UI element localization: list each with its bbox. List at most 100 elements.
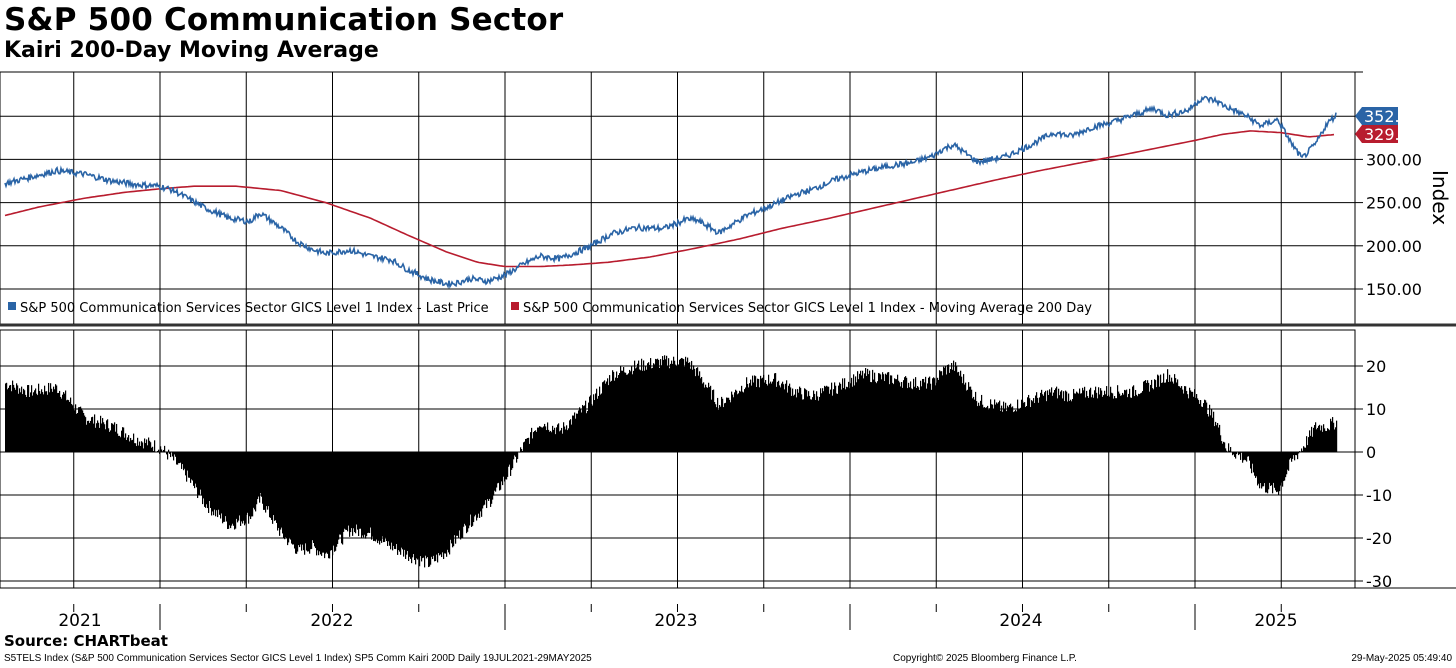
kairi-bar xyxy=(1078,393,1080,452)
kairi-bar xyxy=(1109,396,1111,452)
kairi-bar xyxy=(428,452,430,568)
kairi-bar xyxy=(478,452,480,514)
kairi-bar xyxy=(930,383,932,452)
kairi-bar xyxy=(121,430,123,452)
kairi-bar xyxy=(416,452,418,559)
kairi-bar xyxy=(1267,452,1269,494)
kairi-bar xyxy=(431,452,433,557)
kairi-bar xyxy=(884,381,886,452)
kairi-bar xyxy=(1271,452,1273,486)
kairi-bar xyxy=(1041,389,1043,452)
kairi-bar xyxy=(263,452,265,510)
kairi-bar xyxy=(551,432,553,452)
kairi-bar xyxy=(934,378,936,452)
kairi-bar xyxy=(589,396,591,452)
kairi-bar xyxy=(336,452,338,547)
kairi-bar xyxy=(592,405,594,452)
kairi-bar xyxy=(55,384,57,452)
kairi-bar xyxy=(753,382,755,452)
kairi-bar xyxy=(525,438,527,452)
kairi-bar xyxy=(380,452,382,541)
kairi-bar xyxy=(874,372,876,452)
kairi-bar xyxy=(1039,397,1041,452)
kairi-bar xyxy=(1149,391,1151,452)
kairi-bar xyxy=(160,446,162,452)
kairi-bar xyxy=(513,452,515,460)
kairi-bar xyxy=(1051,387,1053,452)
kairi-bar xyxy=(403,452,405,557)
kairi-bar xyxy=(1205,400,1207,452)
kairi-bar xyxy=(777,381,779,452)
kairi-bar xyxy=(701,376,703,452)
kairi-bar xyxy=(621,370,623,452)
kairi-bar xyxy=(81,408,83,452)
kairi-bar xyxy=(1076,391,1078,452)
kairi-bar xyxy=(321,452,323,556)
kairi-bar xyxy=(223,452,225,522)
kairi-bar xyxy=(574,412,576,452)
kairi-bar xyxy=(363,452,365,538)
kairi-bar xyxy=(211,452,213,516)
kairi-bar xyxy=(233,452,235,526)
kairi-bar xyxy=(413,452,415,555)
kairi-bar xyxy=(779,385,781,452)
kairi-bar xyxy=(523,442,525,452)
kairi-bar xyxy=(650,358,652,452)
kairi-bar xyxy=(128,435,130,452)
kairi-bar xyxy=(830,389,832,452)
kairi-bar xyxy=(783,384,785,452)
kairi-bar xyxy=(93,423,95,452)
kairi-bar xyxy=(117,433,119,452)
kairi-bar xyxy=(76,413,78,452)
kairi-bar xyxy=(1208,416,1210,452)
kairi-bar xyxy=(522,450,524,452)
kairi-bar xyxy=(857,371,859,452)
kairi-bar xyxy=(209,452,211,501)
kairi-bar xyxy=(1065,390,1067,452)
kairi-bar xyxy=(394,452,396,549)
kairi-bar xyxy=(617,378,619,452)
kairi-bar xyxy=(540,426,542,452)
kairi-bar xyxy=(1260,452,1262,484)
kairi-bar xyxy=(925,376,927,452)
kairi-bar xyxy=(1253,452,1255,473)
kairi-bar xyxy=(387,452,389,546)
kairi-bar xyxy=(495,452,497,492)
kairi-bar xyxy=(77,413,79,452)
kairi-bar xyxy=(344,452,346,529)
kairi-bar xyxy=(1045,390,1047,452)
kairi-bar xyxy=(1245,452,1247,461)
kairi-bar xyxy=(855,376,857,452)
kairi-bar xyxy=(222,452,224,524)
kairi-bar xyxy=(776,386,778,452)
kairi-bar xyxy=(696,368,698,452)
kairi-bar xyxy=(46,391,48,452)
kairi-bar xyxy=(122,427,124,452)
kairi-bar xyxy=(504,452,506,482)
kairi-bar xyxy=(1037,397,1039,452)
kairi-bar xyxy=(74,410,76,452)
kairi-bar xyxy=(298,452,300,546)
kairi-bar xyxy=(190,452,192,483)
kairi-bar xyxy=(309,452,311,554)
kairi-bar xyxy=(131,440,133,452)
kairi-bar xyxy=(903,380,905,452)
kairi-bar xyxy=(828,386,830,452)
kairi-bar xyxy=(1311,426,1313,452)
kairi-bar xyxy=(618,375,620,452)
kairi-bar xyxy=(561,427,563,452)
kairi-bar xyxy=(225,452,227,517)
kairi-bar xyxy=(477,452,479,518)
kairi-bar xyxy=(206,452,208,505)
kairi-bar xyxy=(1183,393,1185,452)
kairi-bar xyxy=(598,395,600,452)
kairi-bar xyxy=(1284,452,1286,481)
kairi-bar xyxy=(1318,425,1320,452)
kairi-bar xyxy=(412,452,414,558)
kairi-bar xyxy=(915,377,917,452)
kairi-bar xyxy=(311,452,313,549)
kairi-bar xyxy=(404,452,406,550)
kairi-bar xyxy=(1230,447,1232,452)
kairi-bar xyxy=(347,452,349,532)
kairi-bar xyxy=(1163,373,1165,452)
